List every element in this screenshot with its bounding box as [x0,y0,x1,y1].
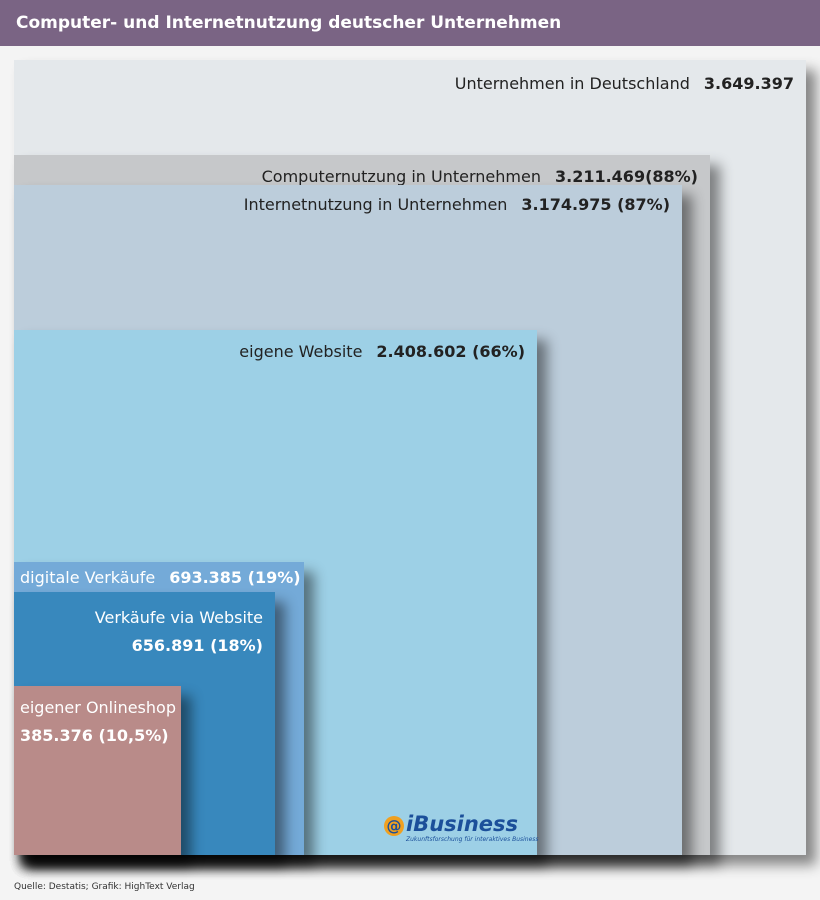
caption: Internetnutzung in Unternehmen 3.174.975 … [244,195,670,214]
caption: Verkäufe via Website 656.891 (18%) [95,604,263,660]
value: 385.376 (10,5%) [20,726,169,745]
value: 3.211.469(88%) [554,167,698,186]
label: eigene Website [239,342,363,361]
value: 2.408.602 (66%) [376,342,525,361]
value: 3.649.397 [703,74,794,93]
label: Computernutzung in Unternehmen [261,167,541,186]
value: 656.891 (18%) [131,636,263,655]
caption: Computernutzung in Unternehmen 3.211.469(… [262,167,698,186]
caption: eigene Website 2.408.602 (66%) [239,342,525,361]
value: 693.385 (19%) [169,568,301,587]
logo: @ iBusiness Zukunftsforschung für intera… [384,812,539,844]
caption: eigener Onlineshop 385.376 (10,5%) [20,694,176,750]
label: Unternehmen in Deutschland [454,74,690,93]
box: eigener Onlineshop 385.376 (10,5%) [14,686,181,855]
label: Internetnutzung in Unternehmen [243,195,508,214]
label: digitale Verkäufe [20,568,156,587]
label: Verkäufe via Website [94,608,263,627]
logo-icon: @ [384,816,404,836]
logo-name: iBusiness [406,812,519,836]
source: Quelle: Destatis; Grafik: HighText Verla… [14,882,195,892]
logo-tagline: Zukunftsforschung für interaktives Busin… [406,836,539,843]
caption: Unternehmen in Deutschland 3.649.397 [455,74,794,93]
value: 3.174.975 (87%) [521,195,670,214]
title: Computer- und Internetnutzung deutscher … [0,0,820,46]
label: eigener Onlineshop [20,698,176,717]
caption: digitale Verkäufe 693.385 (19%) [20,568,301,587]
